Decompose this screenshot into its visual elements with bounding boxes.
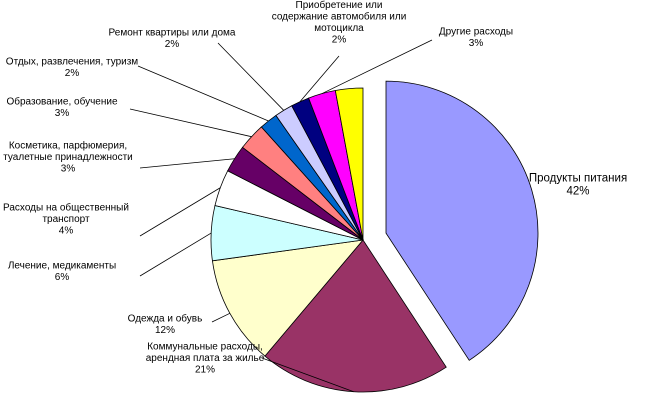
- slice-labels: Продукты питания 42% Коммунальные расходы,…: [3, 0, 627, 376]
- slice-label: Ремонт квартиры или дома 2%: [109, 27, 236, 50]
- slice-label: Другие расходы 3%: [439, 26, 513, 49]
- pie-slice: [211, 239, 364, 357]
- slice-label: Отдых, развлечения, туризм 2%: [6, 56, 139, 79]
- pie-slice: [334, 87, 364, 241]
- slice-label: Коммунальные расходы, арендная плата за ж…: [146, 342, 265, 376]
- leader-line: [139, 158, 235, 169]
- leader-line: [321, 39, 433, 95]
- pie-slices: [210, 80, 539, 393]
- leader-line: [137, 65, 269, 122]
- leader-line: [217, 42, 284, 111]
- leader-lines: [129, 39, 433, 393]
- slice-label: Косметика, парфюмерия, туалетные принадле…: [3, 140, 133, 175]
- leader-line: [211, 312, 231, 323]
- pie-slice: [385, 80, 539, 361]
- leader-line: [139, 187, 221, 237]
- slice-label: Одежда и обувь 12%: [128, 312, 203, 336]
- slice-label: Образование, обучение 3%: [6, 95, 117, 119]
- leader-line: [299, 55, 340, 102]
- leader-line: [261, 357, 354, 393]
- slice-label: Продукты питания 42%: [529, 173, 627, 198]
- slice-label: Расходы на общественный транспорт 4%: [3, 202, 129, 237]
- leader-line: [129, 108, 252, 138]
- slice-label: Приобретение или содержание автомобиля ил…: [272, 0, 407, 45]
- slice-label: Лечение, медикаменты 6%: [8, 260, 116, 283]
- leader-line: [139, 232, 212, 277]
